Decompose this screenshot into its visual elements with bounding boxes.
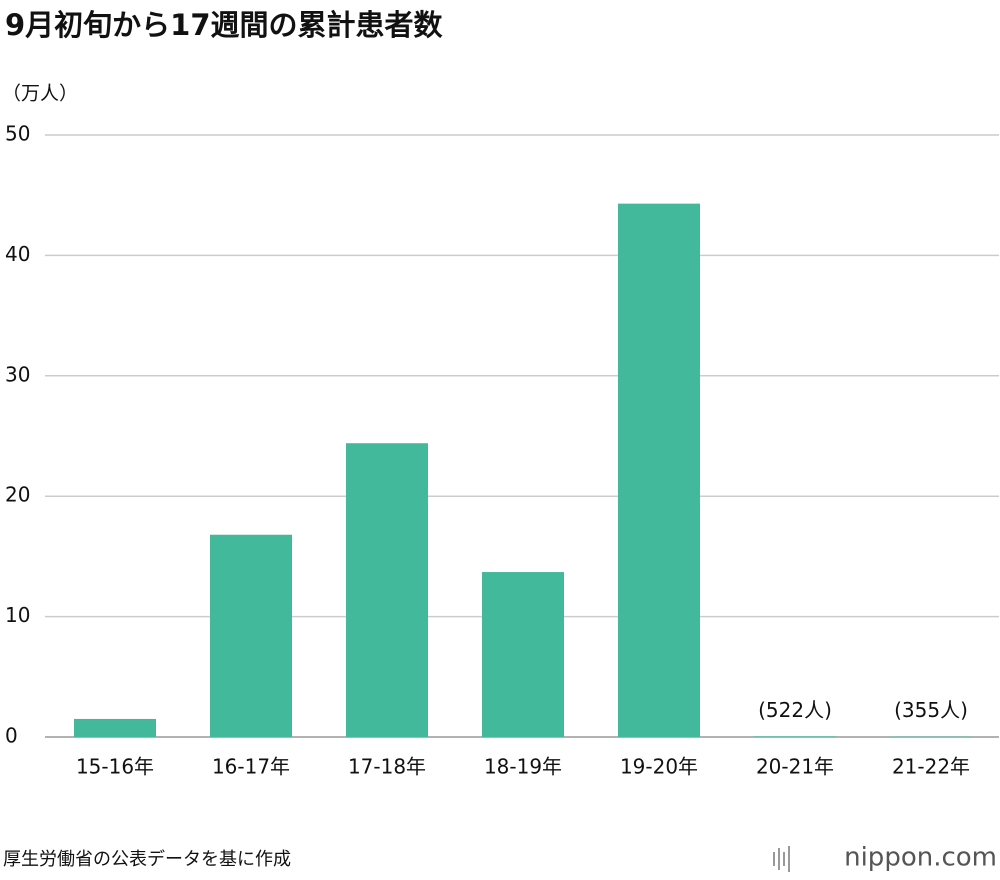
x-tick-label: 15-16年	[76, 755, 154, 779]
bar	[74, 718, 156, 737]
bar	[754, 736, 836, 737]
value-label: (522人)	[758, 698, 832, 722]
x-tick-label: 21-22年	[892, 755, 970, 779]
x-tick-label: 16-17年	[212, 755, 290, 779]
bar	[210, 534, 292, 737]
x-tick-label: 19-20年	[620, 755, 698, 779]
x-tick-label: 18-19年	[484, 755, 562, 779]
chart-title: 9月初旬から17週間の累計患者数	[5, 8, 444, 42]
y-tick-label: 30	[5, 362, 30, 386]
y-tick-label: 10	[5, 603, 30, 627]
y-tick-label: 40	[5, 242, 30, 266]
y-axis-label: （万人）	[2, 83, 78, 105]
x-tick-label: 20-21年	[756, 755, 834, 779]
y-tick-label: 0	[5, 724, 18, 748]
source: 厚生労働省の公表データを基に作成	[3, 849, 291, 870]
bar	[618, 203, 700, 738]
y-tick-label: 50	[5, 122, 30, 146]
y-tick-label: 20	[5, 483, 30, 507]
value-label: (355人)	[894, 698, 968, 722]
x-tick-label: 17-18年	[348, 755, 426, 779]
bar	[482, 572, 564, 737]
brand: nippon.com	[844, 843, 997, 873]
bar	[346, 443, 428, 737]
logo-icon	[773, 846, 790, 872]
